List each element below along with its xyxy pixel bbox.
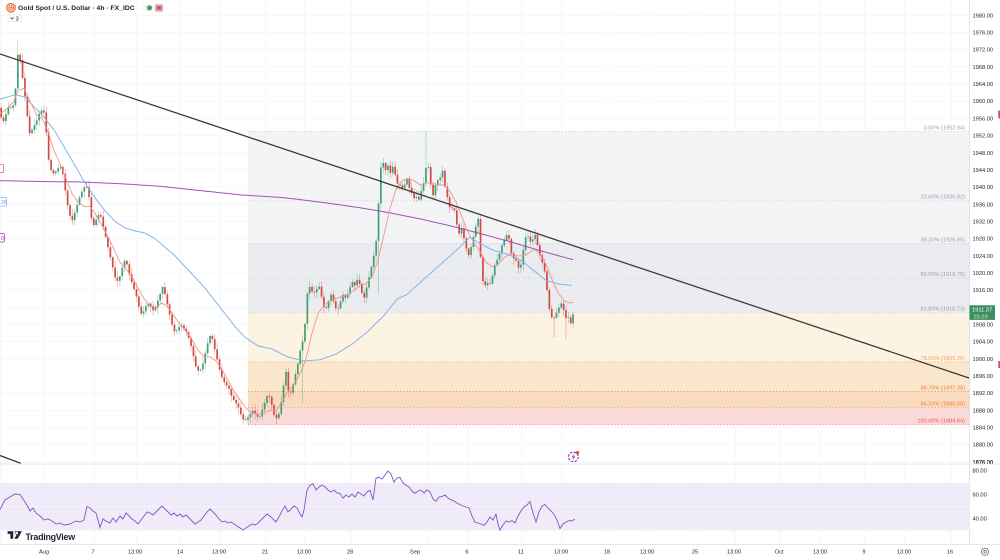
svg-text:0: 0 (1, 236, 4, 242)
svg-text:13:00: 13:00 (212, 550, 226, 556)
svg-text:1884.00: 1884.00 (973, 426, 994, 432)
svg-text:1964.00: 1964.00 (973, 82, 994, 88)
svg-text:1932.00: 1932.00 (973, 219, 994, 225)
svg-text:11: 11 (518, 550, 524, 556)
svg-text:18: 18 (604, 550, 610, 556)
svg-text:1908.00: 1908.00 (973, 323, 994, 329)
svg-text:13:00: 13:00 (813, 550, 827, 556)
svg-text:1960.00: 1960.00 (973, 99, 994, 105)
svg-text:13:00: 13:00 (640, 550, 654, 556)
svg-text:6: 6 (465, 550, 468, 556)
svg-text:1900.00: 1900.00 (973, 357, 994, 363)
svg-text:1968.00: 1968.00 (973, 65, 994, 71)
svg-text:100.00% (1884.64): 100.00% (1884.64) (917, 419, 965, 425)
svg-text:1952.00: 1952.00 (973, 134, 994, 140)
svg-text:1980.00: 1980.00 (973, 13, 994, 19)
svg-text:80.00: 80.00 (973, 469, 987, 475)
svg-text:23.60% (1936.82): 23.60% (1936.82) (921, 195, 966, 201)
svg-text:1880.00: 1880.00 (973, 443, 994, 449)
svg-text:1916.00: 1916.00 (973, 288, 994, 294)
svg-text:1920.00: 1920.00 (973, 271, 994, 277)
svg-text:1911.37: 1911.37 (972, 308, 992, 314)
svg-text:1888.00: 1888.00 (973, 408, 994, 414)
svg-text:3: 3 (16, 16, 19, 22)
svg-text:1956.00: 1956.00 (973, 116, 994, 122)
svg-text:94.20% (1888.60): 94.20% (1888.60) (921, 402, 966, 408)
svg-text:88.70% (1892.36): 88.70% (1892.36) (921, 385, 966, 391)
svg-text:1904.00: 1904.00 (973, 340, 994, 346)
svg-text:38.20% (1926.85): 38.20% (1926.85) (921, 237, 966, 243)
svg-text:1924.00: 1924.00 (973, 254, 994, 260)
svg-text:13:00: 13:00 (128, 550, 142, 556)
svg-text:Sep: Sep (410, 550, 420, 556)
svg-text:61.80% (1910.73): 61.80% (1910.73) (921, 307, 966, 313)
svg-text:1948.00: 1948.00 (973, 151, 994, 157)
svg-text:13:00: 13:00 (554, 550, 568, 556)
svg-text:1976.00: 1976.00 (973, 31, 994, 37)
svg-text:1892.00: 1892.00 (973, 391, 994, 397)
svg-text:9: 9 (862, 550, 865, 556)
svg-text:16: 16 (947, 550, 953, 556)
svg-text:TradingView: TradingView (26, 532, 76, 542)
svg-text:1928.00: 1928.00 (973, 237, 994, 243)
svg-text:60.00: 60.00 (973, 493, 987, 499)
svg-text:Aug: Aug (39, 550, 49, 556)
svg-text:1972.00: 1972.00 (973, 48, 994, 54)
svg-text:0.00% (1952.94): 0.00% (1952.94) (924, 125, 965, 131)
svg-text:1876.00: 1876.00 (973, 461, 994, 467)
svg-text:21: 21 (262, 550, 268, 556)
svg-text:1936.00: 1936.00 (973, 202, 994, 208)
svg-text:Oct: Oct (775, 550, 784, 556)
svg-text:26: 26 (1, 200, 7, 206)
svg-text:13:00: 13:00 (297, 550, 311, 556)
svg-text:1896.00: 1896.00 (973, 374, 994, 380)
svg-text:7: 7 (91, 550, 94, 556)
svg-text:1944.00: 1944.00 (973, 168, 994, 174)
svg-text:13:00: 13:00 (897, 550, 911, 556)
svg-text:25: 25 (692, 550, 698, 556)
svg-text:50.00% (1918.79): 50.00% (1918.79) (921, 272, 966, 278)
svg-text:40.00: 40.00 (973, 517, 987, 523)
svg-text:25:29: 25:29 (974, 314, 988, 320)
svg-text:13:00: 13:00 (727, 550, 741, 556)
svg-text:14: 14 (177, 550, 183, 556)
svg-text:Gold Spot / U.S. Dollar · 4h ·: Gold Spot / U.S. Dollar · 4h · FX_IDC (18, 5, 135, 12)
svg-text:28: 28 (347, 550, 353, 556)
svg-text:1876.00: 1876.00 (973, 460, 994, 466)
svg-text:1940.00: 1940.00 (973, 185, 994, 191)
svg-text:78.60% (1899.26): 78.60% (1899.26) (921, 356, 966, 362)
